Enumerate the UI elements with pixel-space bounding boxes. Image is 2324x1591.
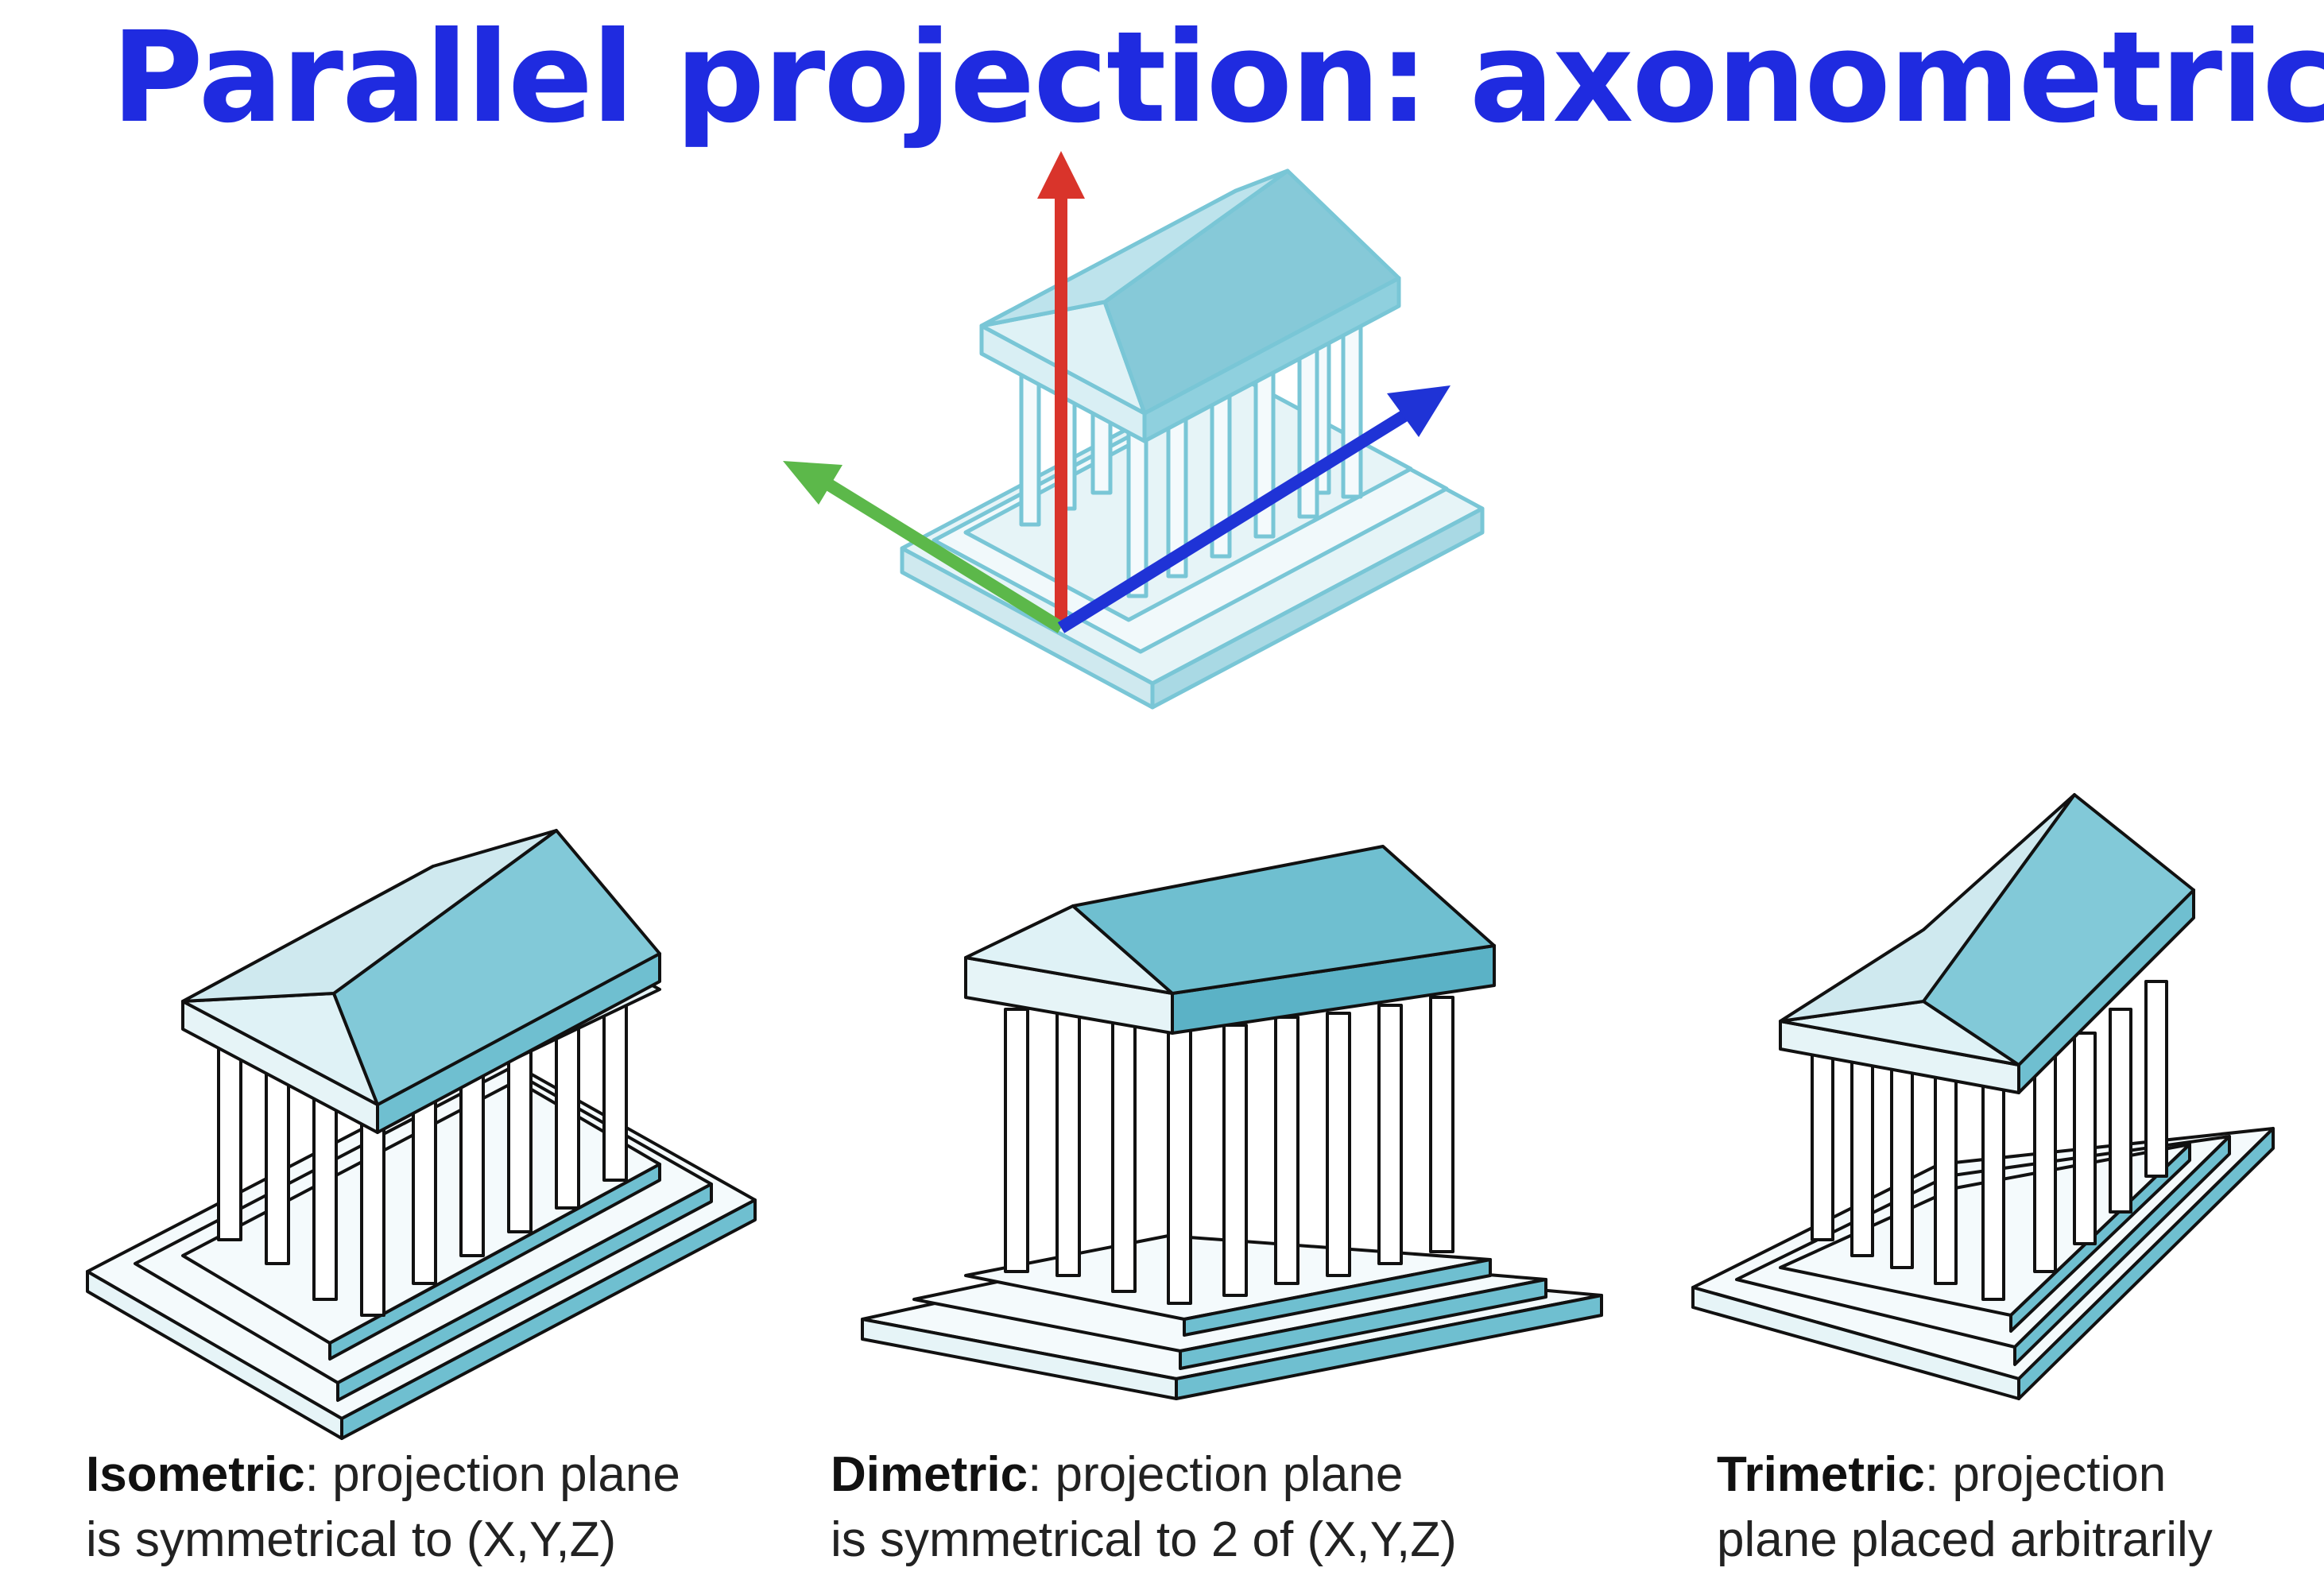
red-axis-arrowhead <box>1037 151 1085 199</box>
isometric-temple <box>86 829 757 1440</box>
top-temple <box>900 168 1485 710</box>
trimetric-label: Trimetric <box>1717 1447 1925 1502</box>
isometric-caption-line2: is symmetrical to (X,Y,Z) <box>86 1512 617 1567</box>
page-title: Parallel projection: axonometric <box>111 5 2324 151</box>
isometric-caption-line1: Isometric: projection plane <box>86 1442 680 1508</box>
blue-axis-arrowhead <box>1387 385 1451 437</box>
trimetric-caption-line1: Trimetric: projection <box>1717 1442 2213 1508</box>
green-left-axis <box>819 475 1065 633</box>
isometric-line1-rest: : projection plane <box>304 1447 680 1502</box>
trimetric-caption-line2: plane placed arbitrarily <box>1717 1512 2213 1567</box>
dimetric-caption-line2: is symmetrical to 2 of (X,Y,Z) <box>831 1512 1457 1567</box>
dimetric-caption-line1: Dimetric: projection plane <box>831 1442 1457 1508</box>
trimetric-caption: Trimetric: projection plane placed arbit… <box>1717 1442 2213 1573</box>
isometric-label: Isometric <box>86 1447 305 1502</box>
dimetric-line1-rest: : projection plane <box>1028 1447 1404 1502</box>
dimetric-caption: Dimetric: projection plane is symmetrica… <box>831 1442 1457 1573</box>
green-axis-arrowhead <box>783 461 842 505</box>
trimetric-temple <box>1691 793 2275 1400</box>
isometric-caption: Isometric: projection plane is symmetric… <box>86 1442 680 1573</box>
dimetric-label: Dimetric <box>831 1447 1028 1502</box>
axes <box>783 151 1451 633</box>
blue-right-axis <box>1057 404 1419 633</box>
dimetric-temple <box>861 845 1603 1400</box>
trimetric-line1-rest: : projection <box>1924 1447 2167 1502</box>
